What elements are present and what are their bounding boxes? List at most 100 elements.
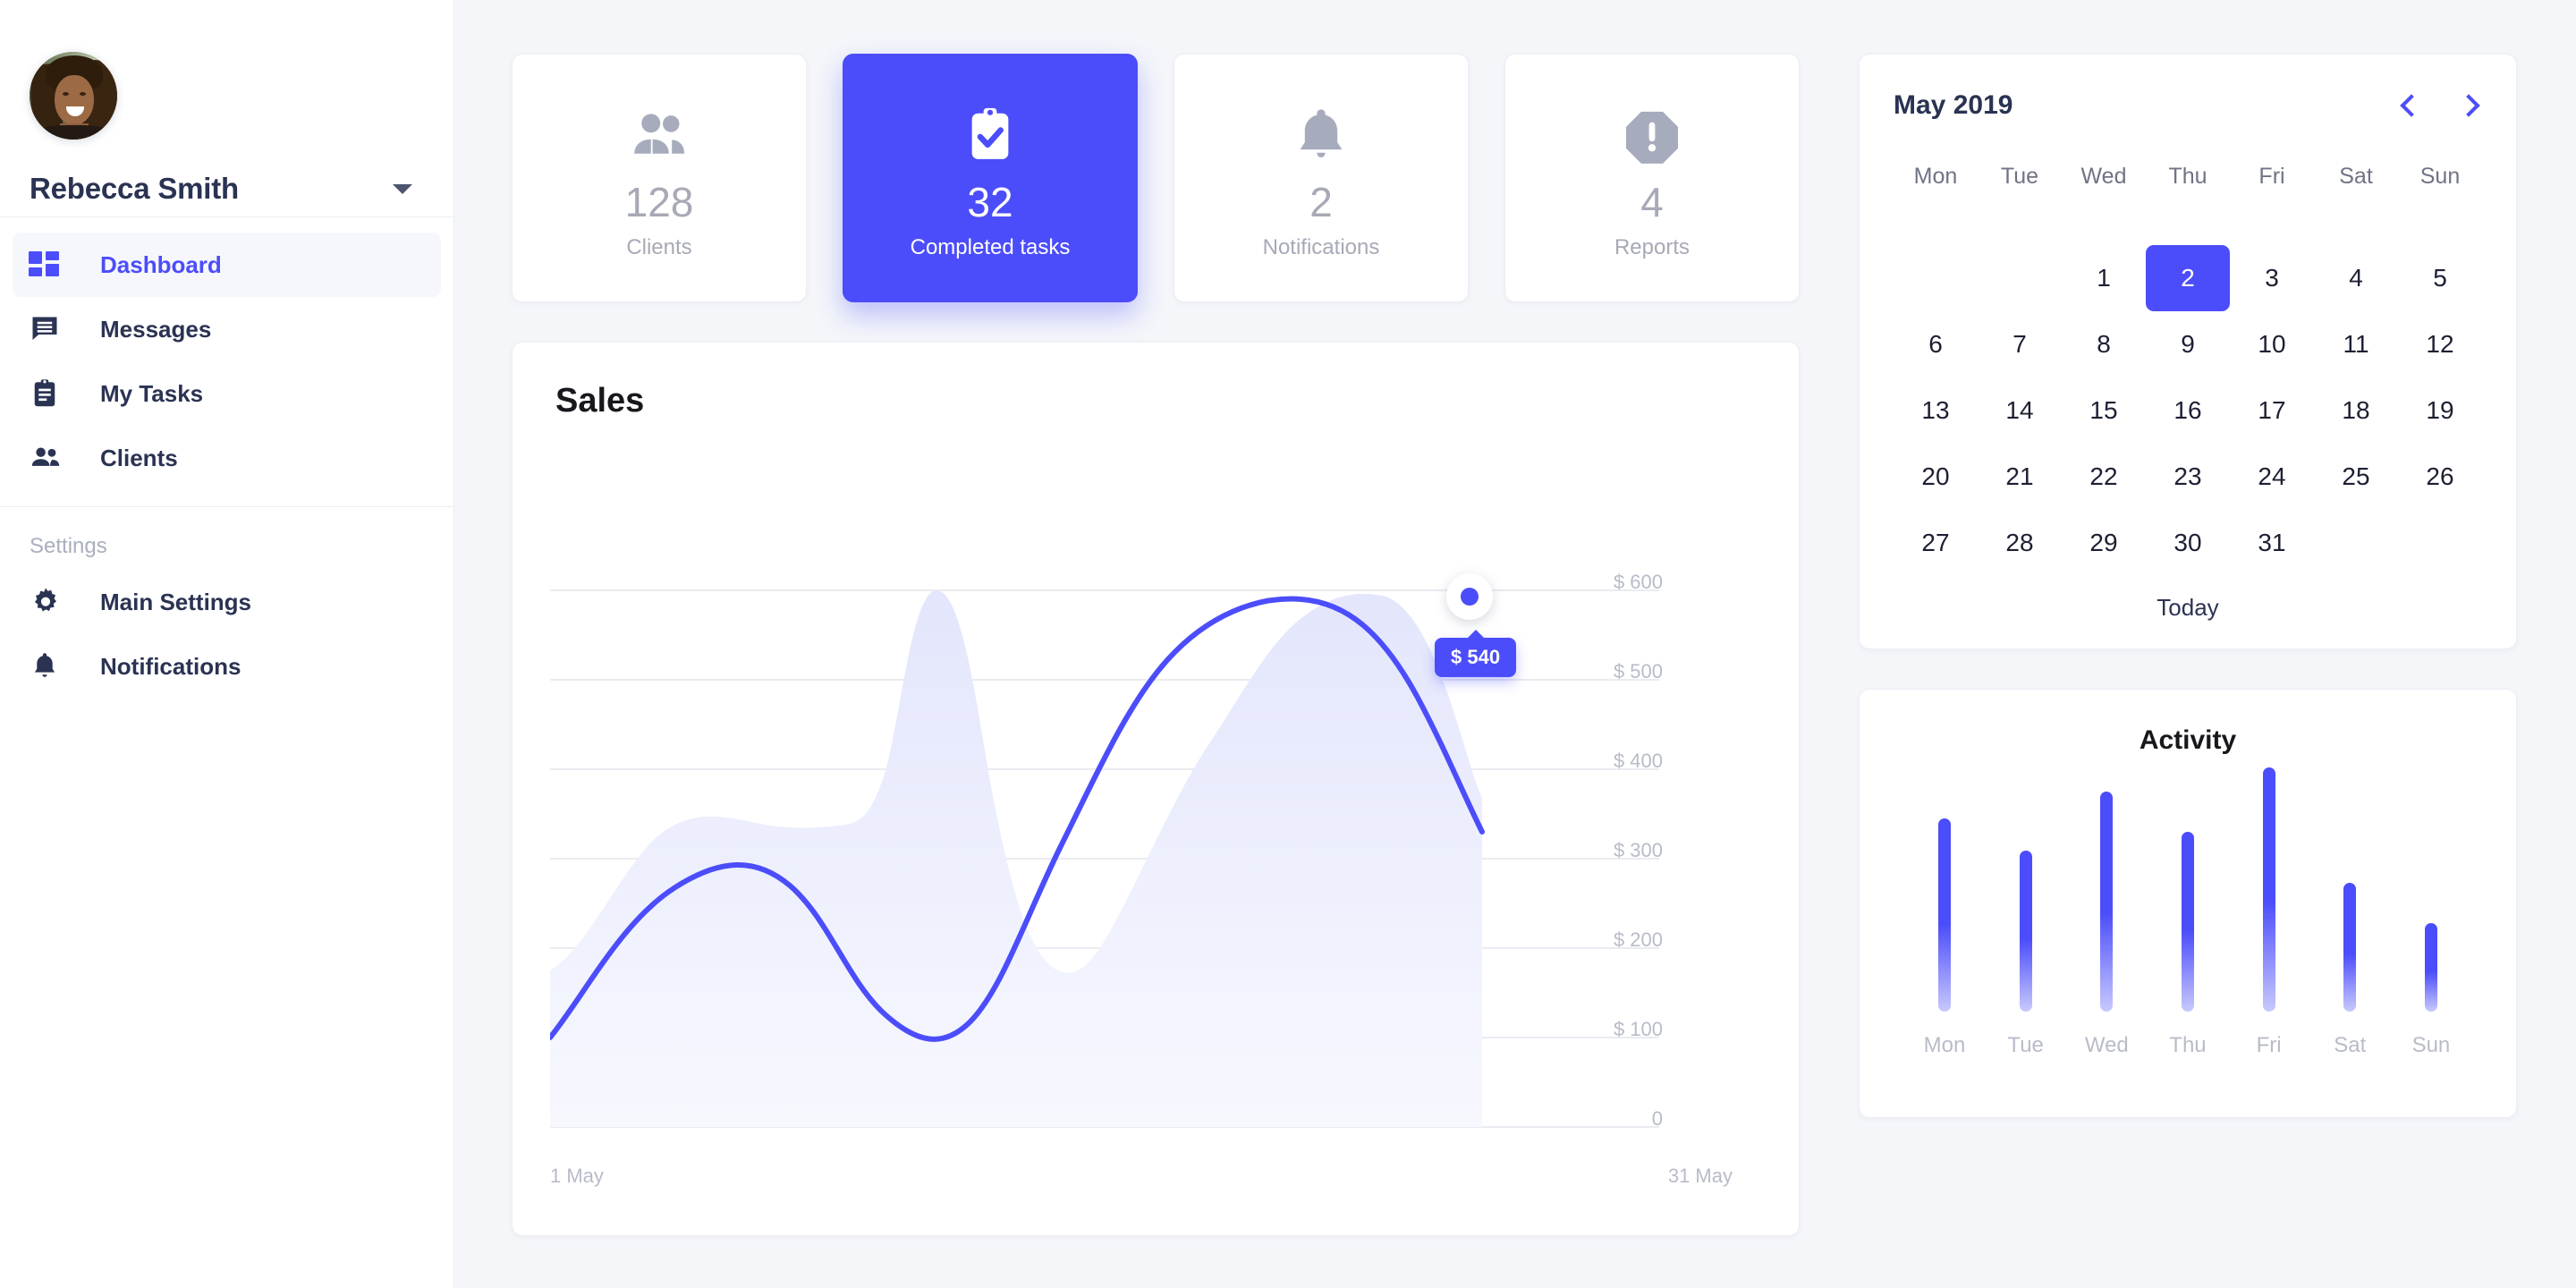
activity-bar xyxy=(2181,832,2194,1012)
calendar-day[interactable]: 11 xyxy=(2343,330,2369,358)
y-axis-label: $ 300 xyxy=(1613,839,1663,861)
calendar-dow-row: Mon Tue Wed Thu Fri Sat Sun xyxy=(1894,153,2482,213)
avatar[interactable] xyxy=(30,52,117,140)
activity-bar-column[interactable]: Sat xyxy=(2311,883,2388,1058)
calendar-day[interactable]: 10 xyxy=(2258,330,2286,358)
y-axis-label: $ 400 xyxy=(1613,750,1663,772)
activity-bar-label: Thu xyxy=(2169,1033,2207,1057)
sidebar-item-label: My Tasks xyxy=(100,379,204,407)
calendar-dow: Wed xyxy=(2080,164,2127,189)
x-axis-start-label: 1 May xyxy=(550,1165,604,1187)
activity-bar xyxy=(2424,923,2437,1012)
y-axis-label: $ 600 xyxy=(1613,571,1663,593)
calendar-day[interactable]: 1 xyxy=(2097,264,2111,292)
calendar-day[interactable]: 30 xyxy=(2174,529,2202,556)
calendar-day[interactable]: 27 xyxy=(1921,529,1950,556)
activity-bar-column[interactable]: Tue xyxy=(1987,851,2064,1058)
calendar-day[interactable]: 21 xyxy=(2005,462,2034,490)
sidebar-item-notifications[interactable]: Notifications xyxy=(13,634,441,699)
calendar-day[interactable]: 20 xyxy=(1921,462,1950,490)
people-icon xyxy=(626,97,692,174)
calendar-day[interactable]: 31 xyxy=(2258,529,2286,556)
calendar-dow: Mon xyxy=(1913,164,1958,189)
primary-nav: Dashboard Messages My Tasks Clients xyxy=(0,217,453,490)
calendar-day[interactable]: 24 xyxy=(2258,462,2286,490)
sidebar-divider-top xyxy=(0,216,453,217)
calendar-day[interactable]: 22 xyxy=(2089,462,2118,490)
y-axis-label: $ 200 xyxy=(1613,928,1663,951)
stat-value: 128 xyxy=(624,179,694,225)
sidebar-item-my-tasks[interactable]: My Tasks xyxy=(13,361,441,426)
sidebar-item-messages[interactable]: Messages xyxy=(13,297,441,361)
bell-icon xyxy=(29,650,72,682)
activity-bar-label: Mon xyxy=(1923,1033,1966,1057)
gear-icon xyxy=(29,585,72,619)
stat-label: Clients xyxy=(626,235,692,259)
left-column: 128 Clients 32 Completed tasks xyxy=(512,54,1800,1236)
sidebar-item-dashboard[interactable]: Dashboard xyxy=(13,233,441,297)
chart-tooltip: $ 540 xyxy=(1435,638,1517,677)
activity-bar-column[interactable]: Wed xyxy=(2068,792,2145,1058)
calendar-day[interactable]: 16 xyxy=(2174,396,2202,424)
calendar-day[interactable]: 26 xyxy=(2426,462,2454,490)
calendar-day-selected[interactable]: 2 xyxy=(2146,245,2230,311)
sidebar-item-clients[interactable]: Clients xyxy=(13,426,441,490)
chevron-left-icon[interactable] xyxy=(2400,94,2423,117)
chevron-down-icon[interactable] xyxy=(393,183,412,194)
calendar-day[interactable]: 6 xyxy=(1928,330,1943,358)
chart-point-marker[interactable] xyxy=(1446,573,1493,620)
stat-card-notifications[interactable]: 2 Notifications xyxy=(1174,54,1469,302)
calendar-day[interactable]: 28 xyxy=(2005,529,2034,556)
sidebar: Rebecca Smith Dashboard Messages xyxy=(0,0,454,1288)
activity-bar-column[interactable]: Thu xyxy=(2149,832,2226,1058)
calendar-day[interactable]: 3 xyxy=(2265,264,2279,292)
calendar-day[interactable]: 8 xyxy=(2097,330,2111,358)
sales-area-series xyxy=(550,590,1482,1127)
calendar-day[interactable]: 19 xyxy=(2426,396,2454,424)
activity-bar xyxy=(2019,851,2032,1012)
calendar-today-link[interactable]: Today xyxy=(2157,594,2219,621)
calendar-day[interactable]: 29 xyxy=(2089,529,2118,556)
activity-bar-label: Sat xyxy=(2334,1033,2367,1057)
calendar-day[interactable]: 7 xyxy=(2012,330,2027,358)
stat-value: 4 xyxy=(1640,179,1664,225)
stat-card-completed-tasks[interactable]: 32 Completed tasks xyxy=(843,54,1138,302)
sales-title: Sales xyxy=(555,382,645,419)
calendar-day[interactable]: 12 xyxy=(2426,330,2454,358)
calendar-day[interactable]: 17 xyxy=(2258,396,2286,424)
activity-bar-label: Sun xyxy=(2411,1033,2451,1057)
activity-bar-column[interactable]: Sun xyxy=(2393,923,2470,1058)
stat-card-clients[interactable]: 128 Clients xyxy=(512,54,807,302)
sales-line-series xyxy=(550,596,1485,1042)
user-menu[interactable]: Rebecca Smith xyxy=(0,140,453,216)
calendar-day[interactable]: 23 xyxy=(2174,462,2202,490)
activity-bar-column[interactable]: Fri xyxy=(2231,767,2308,1058)
calendar-day[interactable]: 18 xyxy=(2342,396,2370,424)
sidebar-item-label: Dashboard xyxy=(100,250,222,278)
calendar-day[interactable]: 14 xyxy=(2005,396,2034,424)
calendar-dow: Fri xyxy=(2258,164,2285,189)
clipboard-icon xyxy=(29,377,72,410)
calendar-day[interactable]: 9 xyxy=(2181,330,2195,358)
sidebar-item-label: Messages xyxy=(100,315,212,343)
calendar-dow: Sun xyxy=(2419,164,2461,189)
stat-label: Notifications xyxy=(1262,235,1380,259)
sidebar-item-main-settings[interactable]: Main Settings xyxy=(13,570,441,634)
sales-chart-svg xyxy=(550,589,1659,1128)
calendar-day[interactable]: 25 xyxy=(2342,462,2370,490)
stat-value: 32 xyxy=(967,179,1013,225)
calendar-day-empty xyxy=(1894,245,1978,311)
activity-bar xyxy=(1938,818,1951,1012)
activity-bar-column[interactable]: Mon xyxy=(1906,818,1983,1058)
calendar-day[interactable]: 13 xyxy=(1921,396,1950,424)
calendar-day[interactable]: 15 xyxy=(2089,396,2118,424)
calendar-day[interactable]: 4 xyxy=(2349,264,2363,292)
calendar-day[interactable]: 5 xyxy=(2433,264,2447,292)
chevron-right-icon[interactable] xyxy=(2457,94,2480,117)
calendar-days-grid: 1 2 3 4 5 6 7 8 9 10 11 12 13 14 15 16 17 18 19 20 21 22 23 24 2… xyxy=(1894,245,2482,576)
stat-card-reports[interactable]: 4 Reports xyxy=(1504,54,1800,302)
alert-octagon-icon xyxy=(1619,97,1685,174)
stat-label: Reports xyxy=(1614,235,1690,259)
grid-icon xyxy=(29,250,72,279)
sales-chart[interactable]: $ 600 $ 500 $ 400 $ 300 $ 200 $ 100 0 $ … xyxy=(550,420,1752,1208)
